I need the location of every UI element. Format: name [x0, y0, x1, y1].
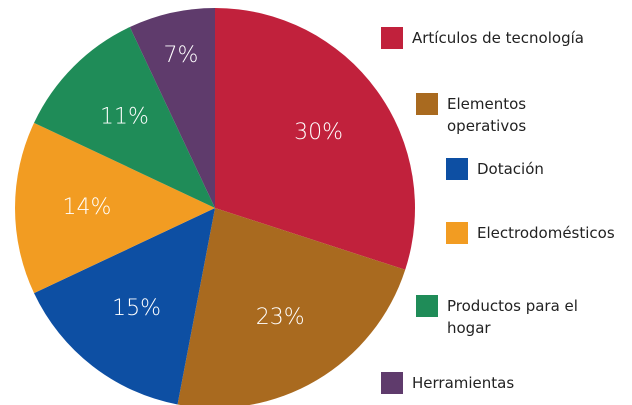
slice-label: 23%: [256, 305, 305, 330]
slice-label: 11%: [100, 104, 149, 129]
pie-slice: [215, 8, 415, 270]
pie-slice: [34, 27, 215, 208]
legend-swatch: [416, 93, 438, 115]
pie-slice: [177, 208, 406, 405]
legend-swatch: [416, 295, 438, 317]
legend-item: Elementos operativos: [416, 93, 547, 137]
legend-label: Electrodomésticos: [477, 224, 615, 242]
legend-swatch: [381, 27, 403, 49]
legend-swatch: [446, 222, 468, 244]
slice-label: 30%: [294, 120, 343, 145]
slice-label: 7%: [164, 43, 199, 68]
legend-label: Herramientas: [412, 374, 515, 392]
pie-slice: [34, 208, 215, 405]
legend-item: Herramientas: [381, 372, 514, 394]
legend-item: Productos para el hogar: [416, 295, 587, 339]
legend-label: Elementos operativos: [447, 95, 527, 135]
legend-item: Artículos de tecnología: [381, 27, 584, 49]
legend-swatch: [381, 372, 403, 394]
legend-item: Electrodomésticos: [446, 222, 615, 244]
slice-label: 14%: [63, 195, 112, 220]
legend-swatch: [446, 158, 468, 180]
legend-item: Dotación: [446, 158, 544, 180]
legend-label: Dotación: [477, 160, 544, 178]
legend-label: Artículos de tecnología: [412, 29, 584, 47]
legend-label: Productos para el hogar: [447, 297, 578, 337]
slice-label: 15%: [112, 296, 161, 321]
pie-slice: [15, 122, 216, 294]
pie-slice: [129, 8, 215, 208]
